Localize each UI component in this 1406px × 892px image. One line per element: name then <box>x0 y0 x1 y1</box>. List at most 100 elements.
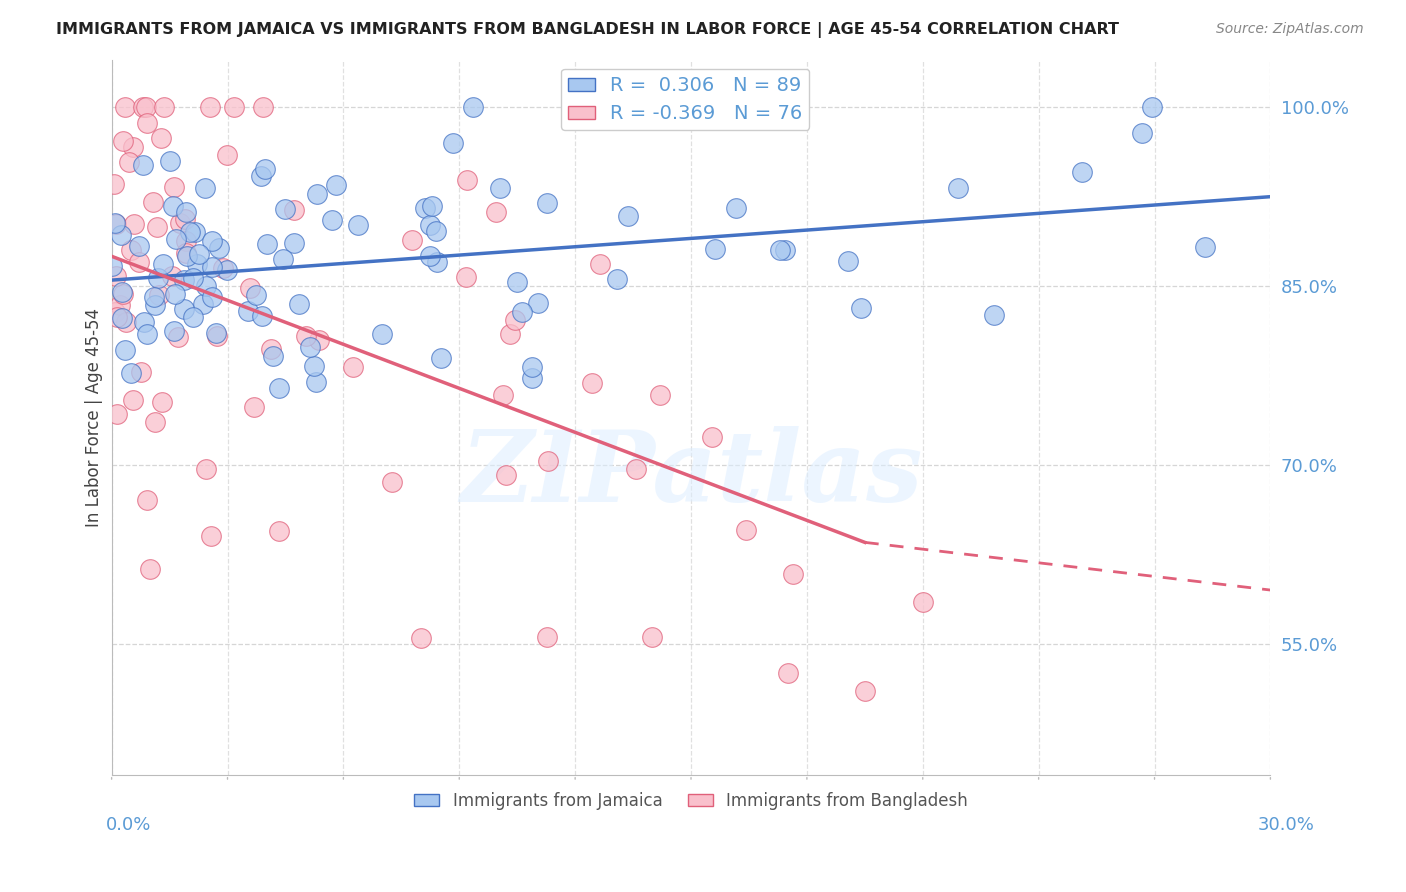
Immigrants from Bangladesh <box>132 100 155 114</box>
Immigrants from Bangladesh <box>174 246 197 260</box>
Immigrants from Jamaica <box>181 271 204 285</box>
Immigrants from Jamaica <box>419 249 441 263</box>
Immigrants from Jamaica <box>837 253 859 268</box>
Immigrants from Jamaica <box>179 225 201 239</box>
Immigrants from Jamaica <box>163 324 186 338</box>
Immigrants from Bangladesh <box>174 234 197 248</box>
Immigrants from Bangladesh <box>782 567 804 582</box>
Immigrants from Jamaica <box>305 375 328 389</box>
Immigrants from Bangladesh <box>495 467 517 482</box>
Immigrants from Bangladesh <box>485 205 508 219</box>
Y-axis label: In Labor Force | Age 45-54: In Labor Force | Age 45-54 <box>86 308 103 526</box>
Immigrants from Bangladesh <box>162 179 184 194</box>
Immigrants from Jamaica <box>267 381 290 395</box>
Immigrants from Jamaica <box>606 271 628 285</box>
Immigrants from Jamaica <box>245 288 267 302</box>
Immigrants from Bangladesh <box>294 328 316 343</box>
Immigrants from Jamaica <box>441 136 464 150</box>
Immigrants from Bangladesh <box>267 524 290 539</box>
Immigrants from Bangladesh <box>142 195 165 210</box>
Immigrants from Jamaica <box>773 243 796 257</box>
Immigrants from Bangladesh <box>118 154 141 169</box>
Immigrants from Jamaica <box>205 326 228 340</box>
Immigrants from Jamaica <box>946 181 969 195</box>
Immigrants from Jamaica <box>346 219 368 233</box>
Immigrants from Bangladesh <box>167 330 190 344</box>
Immigrants from Jamaica <box>1142 100 1164 114</box>
Immigrants from Bangladesh <box>135 100 157 114</box>
Immigrants from Bangladesh <box>912 595 935 609</box>
Immigrants from Bangladesh <box>648 388 671 402</box>
Immigrants from Bangladesh <box>283 202 305 217</box>
Immigrants from Jamaica <box>425 224 447 238</box>
Immigrants from Jamaica <box>1194 240 1216 254</box>
Immigrants from Jamaica <box>110 228 132 243</box>
Immigrants from Bangladesh <box>381 475 404 490</box>
Immigrants from Bangladesh <box>105 407 128 421</box>
Immigrants from Bangladesh <box>121 393 143 408</box>
Immigrants from Jamaica <box>159 154 181 169</box>
Immigrants from Jamaica <box>174 204 197 219</box>
Immigrants from Jamaica <box>215 263 238 277</box>
Immigrants from Jamaica <box>191 296 214 310</box>
Immigrants from Jamaica <box>429 351 451 366</box>
Immigrants from Jamaica <box>250 169 273 183</box>
Immigrants from Jamaica <box>371 327 394 342</box>
Immigrants from Bangladesh <box>150 394 173 409</box>
Immigrants from Jamaica <box>616 209 638 223</box>
Immigrants from Bangladesh <box>103 177 125 191</box>
Immigrants from Jamaica <box>703 243 725 257</box>
Immigrants from Bangladesh <box>135 116 157 130</box>
Immigrants from Bangladesh <box>492 388 515 402</box>
Immigrants from Jamaica <box>307 186 329 201</box>
Immigrants from Bangladesh <box>409 631 432 645</box>
Immigrants from Jamaica <box>146 270 169 285</box>
Immigrants from Bangladesh <box>499 326 522 341</box>
Immigrants from Bangladesh <box>104 217 127 231</box>
Immigrants from Bangladesh <box>111 287 134 301</box>
Immigrants from Bangladesh <box>252 100 274 114</box>
Immigrants from Bangladesh <box>150 131 173 145</box>
Immigrants from Jamaica <box>162 199 184 213</box>
Immigrants from Jamaica <box>256 237 278 252</box>
Immigrants from Bangladesh <box>105 269 128 284</box>
Immigrants from Jamaica <box>166 232 188 246</box>
Immigrants from Jamaica <box>136 327 159 342</box>
Immigrants from Jamaica <box>183 226 205 240</box>
Immigrants from Jamaica <box>173 273 195 287</box>
Immigrants from Jamaica <box>188 247 211 261</box>
Immigrants from Bangladesh <box>105 310 128 325</box>
Immigrants from Bangladesh <box>173 212 195 227</box>
Immigrants from Bangladesh <box>589 256 612 270</box>
Immigrants from Bangladesh <box>776 666 799 681</box>
Immigrants from Jamaica <box>725 201 748 215</box>
Immigrants from Jamaica <box>254 161 277 176</box>
Immigrants from Jamaica <box>506 275 529 289</box>
Immigrants from Bangladesh <box>129 365 152 379</box>
Immigrants from Bangladesh <box>139 562 162 576</box>
Immigrants from Bangladesh <box>735 523 758 537</box>
Immigrants from Bangladesh <box>456 270 478 285</box>
Immigrants from Jamaica <box>173 301 195 316</box>
Immigrants from Jamaica <box>302 359 325 374</box>
Immigrants from Jamaica <box>1071 165 1094 179</box>
Immigrants from Jamaica <box>132 315 155 329</box>
Immigrants from Bangladesh <box>194 462 217 476</box>
Text: Source: ZipAtlas.com: Source: ZipAtlas.com <box>1216 22 1364 37</box>
Immigrants from Bangladesh <box>503 313 526 327</box>
Immigrants from Jamaica <box>236 303 259 318</box>
Text: 30.0%: 30.0% <box>1258 816 1315 834</box>
Immigrants from Jamaica <box>114 343 136 357</box>
Immigrants from Bangladesh <box>200 529 222 543</box>
Immigrants from Bangladesh <box>222 100 245 114</box>
Immigrants from Bangladesh <box>169 216 191 230</box>
Immigrants from Bangladesh <box>536 453 558 467</box>
Immigrants from Bangladesh <box>456 172 478 186</box>
Immigrants from Bangladesh <box>124 218 146 232</box>
Immigrants from Bangladesh <box>626 462 648 476</box>
Immigrants from Jamaica <box>425 254 447 268</box>
Immigrants from Jamaica <box>104 216 127 230</box>
Immigrants from Jamaica <box>325 178 347 192</box>
Immigrants from Bangladesh <box>108 297 131 311</box>
Immigrants from Bangladesh <box>148 288 170 302</box>
